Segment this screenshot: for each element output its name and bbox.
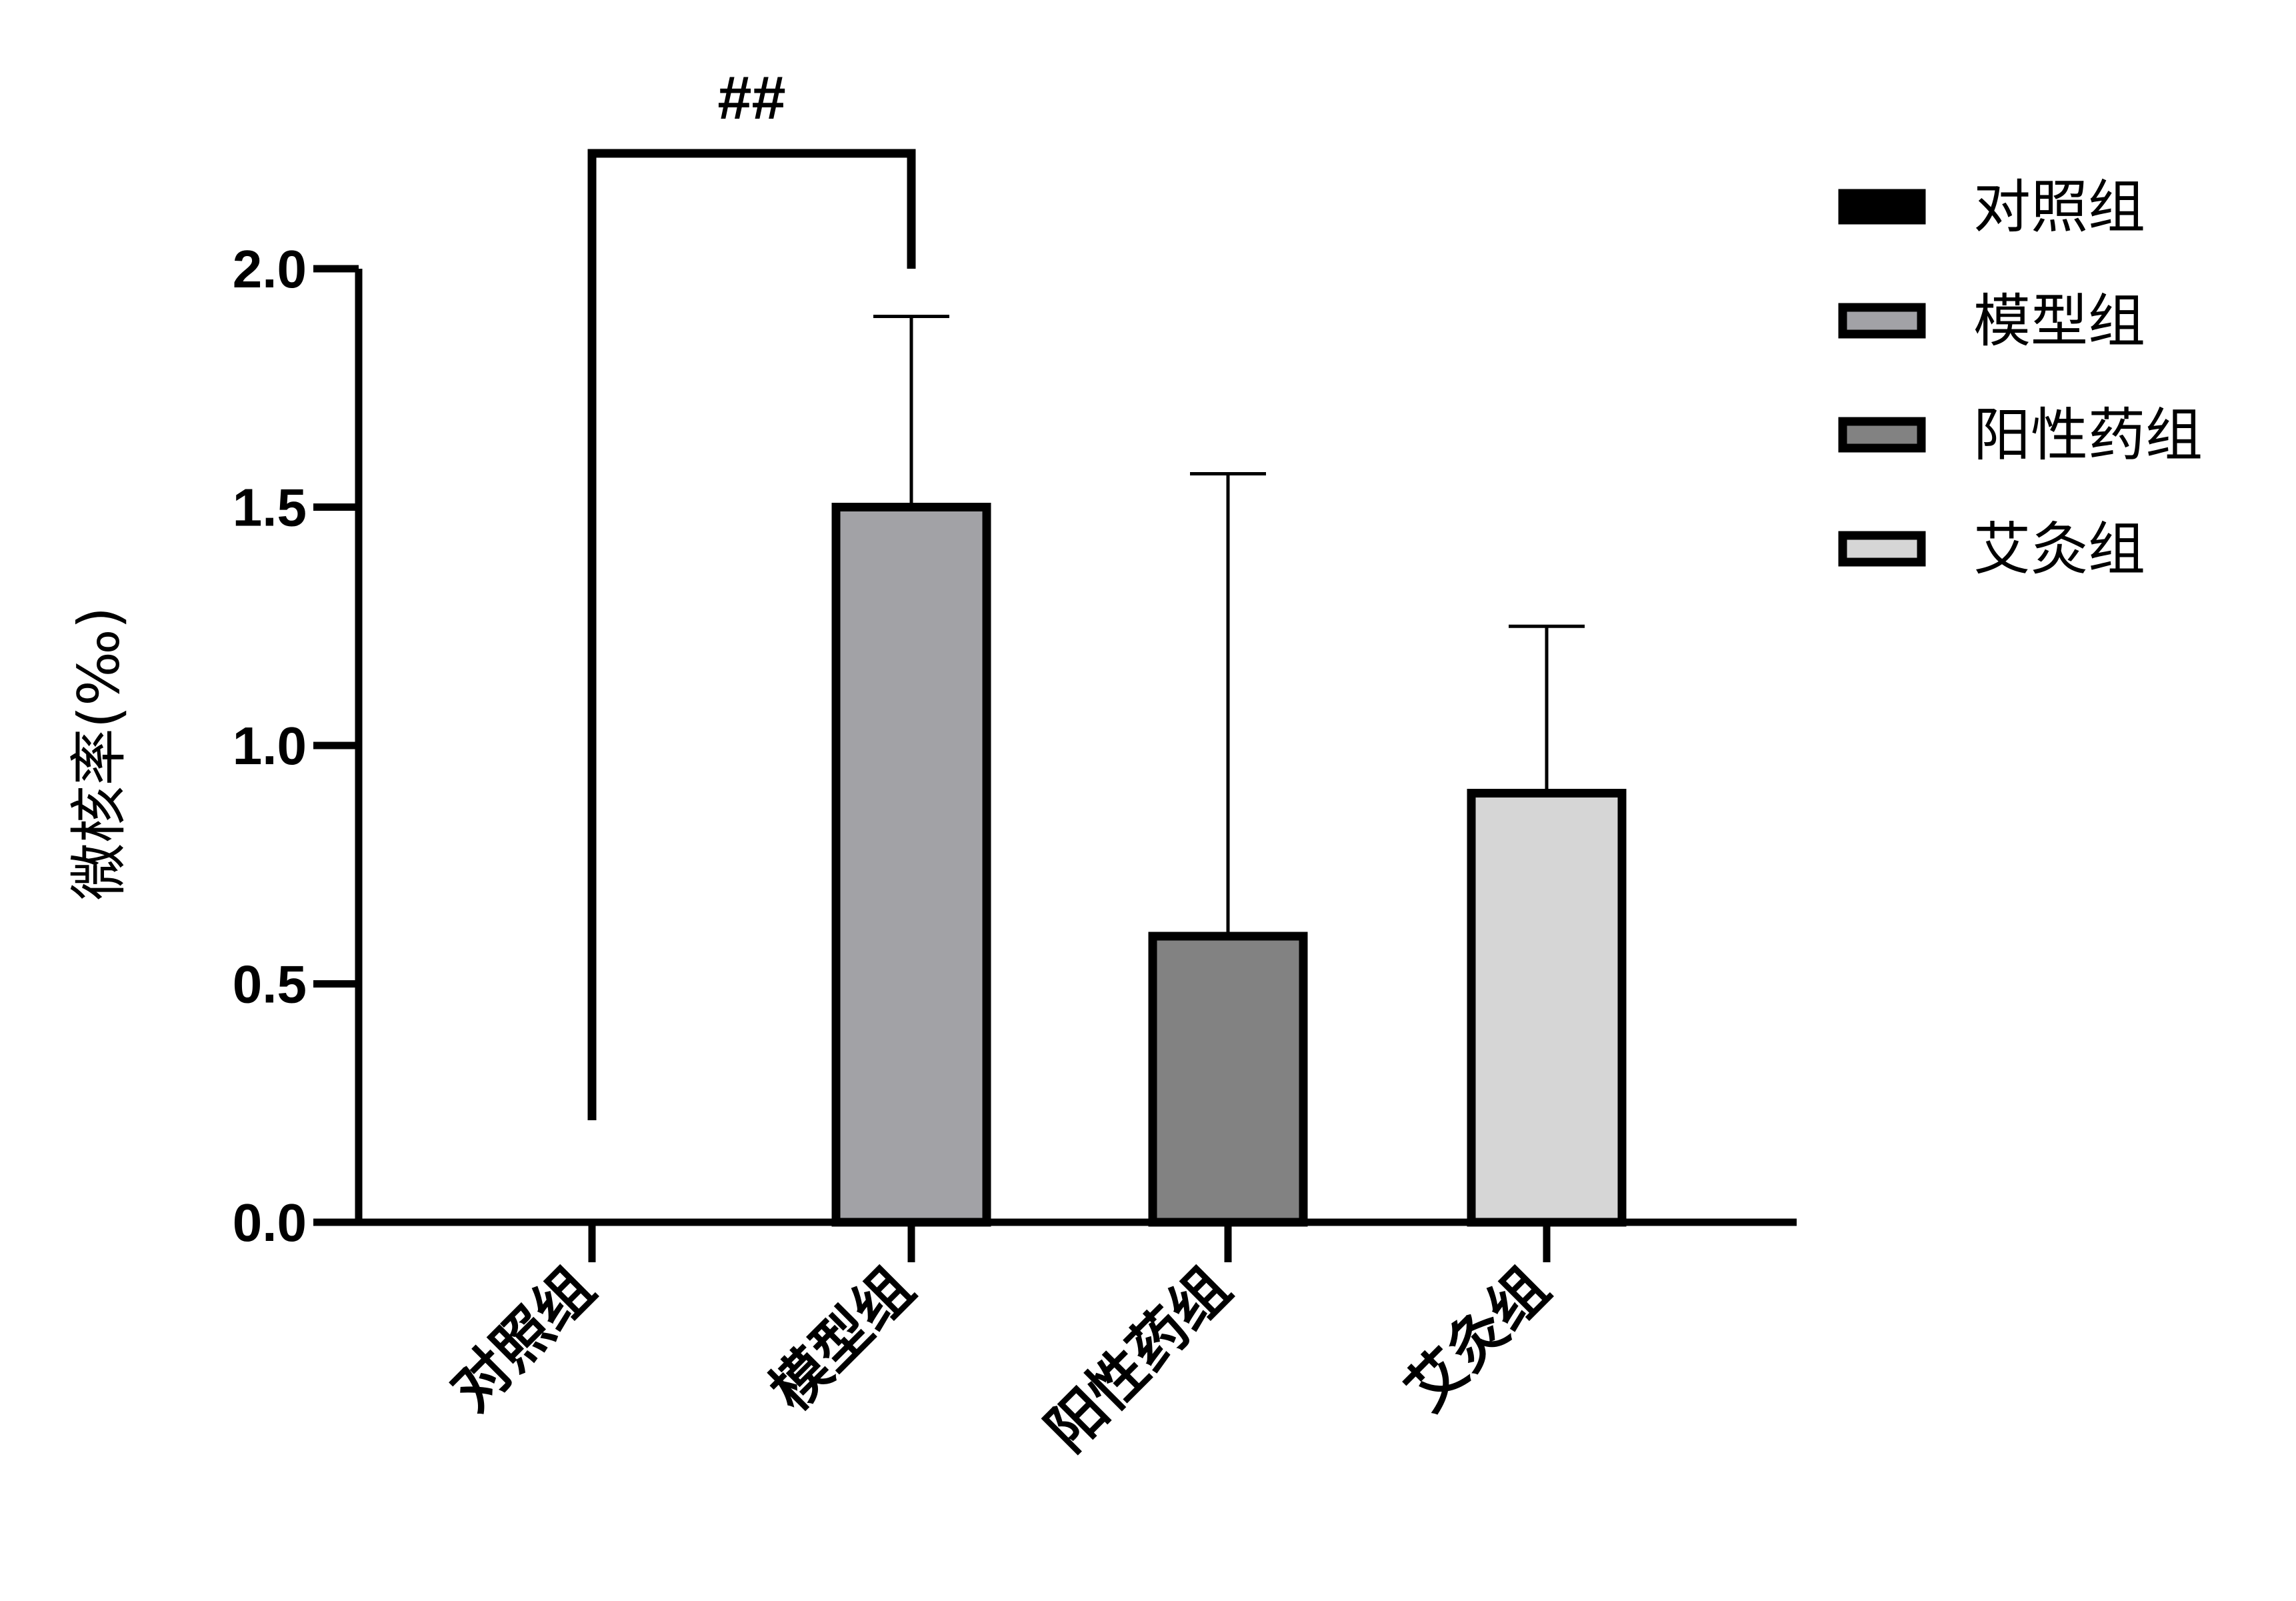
legend-label: 艾灸组 [1973, 516, 2145, 583]
error-bars [873, 315, 1585, 936]
legend-label: 对照组 [1973, 174, 2145, 241]
x-tick-label: 艾灸组 [1393, 1255, 1562, 1424]
y-tick-label: 1.5 [233, 478, 307, 537]
bar-阳性药组 [1148, 932, 1308, 1227]
y-tick-label: 0.5 [233, 955, 307, 1014]
bar-模型组 [831, 503, 991, 1227]
legend-label: 阳性药组 [1973, 402, 2203, 469]
x-tick-label: 对照组 [439, 1255, 607, 1424]
y-tick-label: 1.0 [233, 716, 307, 775]
x-tick-label: 模型组 [758, 1255, 927, 1424]
legend-label: 模型组 [1973, 288, 2145, 355]
significance-marker: ## [717, 64, 785, 132]
y-tick-label: 0.0 [233, 1193, 307, 1252]
y-axis-label: 微核率(‰) [66, 607, 133, 901]
bar-艾灸组 [1467, 789, 1627, 1227]
legend-swatch [1838, 417, 1926, 453]
significance-bracket: ## [587, 64, 916, 1120]
significance-bracket-line [587, 149, 916, 1120]
legend-swatch [1838, 303, 1926, 339]
legend-swatch [1838, 189, 1926, 225]
x-tick-label: 阳性药组 [1034, 1255, 1243, 1464]
legend-swatch [1838, 531, 1926, 567]
y-tick-label: 2.0 [233, 239, 307, 299]
x-axis-ticks: 对照组 模型组 阳性药组 艾灸组 [439, 1222, 1562, 1464]
y-axis-ticks: 0.0 0.5 1.0 1.5 2.0 [233, 239, 359, 1252]
